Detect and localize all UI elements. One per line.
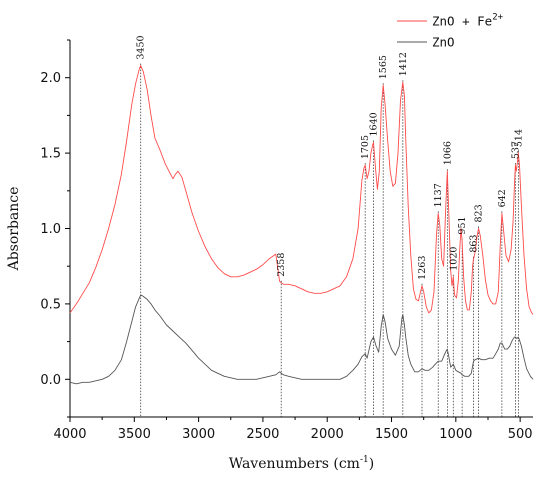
peak-label-1137: 1137 [433, 183, 444, 207]
peak-label-2358: 2358 [276, 253, 287, 277]
x-tick-label: 2000 [311, 427, 344, 442]
x-tick-label: 3500 [118, 427, 151, 442]
peak-label-1066: 1066 [442, 141, 453, 165]
peak-label-1020: 1020 [448, 247, 459, 271]
series-lines [69, 65, 534, 385]
x-tick-label: 1500 [375, 427, 408, 442]
series-zno-fe-line [69, 65, 534, 315]
y-tick-label: 2.0 [40, 71, 61, 86]
peak-label-1263: 1263 [417, 256, 428, 280]
peak-label-3450: 3450 [136, 35, 147, 59]
peak-label-951: 951 [457, 216, 468, 234]
x-tick-label: 500 [508, 427, 533, 442]
peak-marker-lines [140, 63, 519, 417]
x-tick-label: 2500 [246, 427, 279, 442]
peak-label-514: 514 [513, 129, 524, 147]
series-zno-line [69, 294, 534, 385]
peak-label-642: 642 [497, 189, 508, 207]
peak-label-1705: 1705 [360, 135, 371, 159]
y-tick-label: 0.5 [40, 297, 61, 312]
y-tick-label: 1.0 [40, 222, 61, 237]
y-tick-label: 1.5 [40, 147, 61, 162]
x-tick-label: 1000 [439, 427, 472, 442]
peak-label-863: 863 [468, 235, 479, 253]
peak-label-1412: 1412 [398, 52, 409, 76]
legend-label-zno-fe: ZnO + Fe2+ [432, 13, 504, 29]
x-axis-title: Wavenumbers (cm-1) [229, 455, 374, 472]
x-tick-label: 4000 [53, 427, 86, 442]
legend-label-zno: ZnO [432, 35, 455, 50]
legend: ZnO + Fe2+ ZnO [397, 13, 504, 50]
y-tick-label: 0.0 [40, 373, 61, 388]
peak-label-1640: 1640 [369, 112, 380, 136]
axis-ticks: 4000 3500 3000 2500 2000 1500 1000 500 0.0 0.5 1.0… [40, 39, 533, 442]
peak-label-1565: 1565 [378, 55, 389, 79]
x-tick-label: 3000 [182, 427, 215, 442]
peak-label-537: 537 [510, 141, 521, 159]
y-axis-title: Absorbance [6, 187, 22, 272]
peak-label-823: 823 [474, 204, 485, 222]
